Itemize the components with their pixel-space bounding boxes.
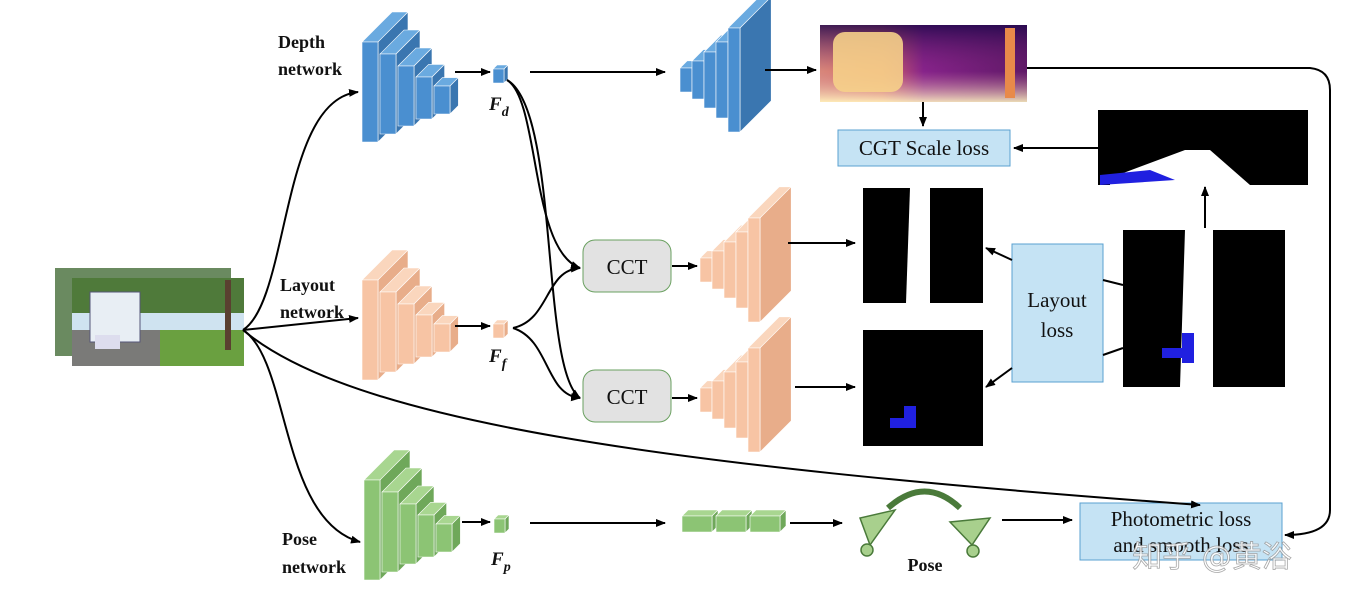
- block: [681, 515, 713, 533]
- block: [399, 503, 417, 565]
- block: [711, 380, 725, 420]
- block: [735, 361, 749, 439]
- block: [433, 85, 451, 115]
- block: [747, 347, 761, 453]
- block: [361, 41, 379, 143]
- block: [747, 217, 761, 323]
- watermark: 知乎 @黄浴: [1132, 540, 1292, 575]
- network-label: Depth: [278, 32, 325, 52]
- block: [715, 41, 729, 119]
- network-label: Layout: [280, 275, 335, 295]
- block: [433, 323, 451, 353]
- cct-box: [582, 369, 672, 423]
- block: [735, 231, 749, 309]
- cct-label: CCT: [607, 385, 648, 409]
- block: [699, 387, 713, 413]
- block: [492, 68, 505, 84]
- network-label: network: [282, 557, 346, 577]
- loss-box: [1011, 243, 1104, 383]
- input-image: [55, 268, 244, 366]
- block: [415, 76, 433, 120]
- block: [691, 60, 705, 100]
- block: [363, 479, 381, 581]
- feature-subscript: d: [502, 105, 510, 120]
- block: [379, 291, 397, 373]
- pose-icon: [858, 488, 992, 558]
- block: [379, 53, 397, 135]
- block: [723, 371, 737, 429]
- feature-label: Fd: [488, 94, 510, 120]
- loss-label: Photometric loss: [1111, 507, 1252, 531]
- block: [723, 241, 737, 299]
- block: [417, 514, 435, 558]
- block: [492, 323, 505, 339]
- block: [397, 303, 415, 365]
- block: [679, 67, 693, 93]
- block: [749, 515, 781, 533]
- feature-symbol: F: [488, 94, 502, 115]
- layout-masks: [863, 188, 1285, 446]
- block: [415, 314, 433, 358]
- loss-box: [837, 129, 1011, 167]
- feature-label: Fp: [490, 549, 511, 575]
- cct-label: CCT: [607, 255, 648, 279]
- block: [361, 279, 379, 381]
- loss-label: Layout: [1027, 288, 1087, 312]
- loss-box: [1079, 502, 1283, 561]
- loss-label: CGT Scale loss: [859, 136, 989, 160]
- loss-label: and smooth loss: [1113, 533, 1248, 557]
- block: [699, 257, 713, 283]
- block: [703, 51, 717, 109]
- block: [727, 27, 741, 133]
- top-view-image: [1098, 110, 1308, 185]
- feature-subscript: p: [503, 560, 511, 575]
- loss-label: loss: [1041, 318, 1074, 342]
- pose-label: Pose: [908, 555, 943, 575]
- block: [493, 518, 506, 534]
- feature-label: Ff: [488, 346, 508, 372]
- block: [381, 491, 399, 573]
- block: [715, 515, 747, 533]
- network-blocks: [361, 0, 792, 581]
- block: [397, 65, 415, 127]
- block: [435, 523, 453, 553]
- depth-map: [820, 25, 1027, 102]
- network-label: network: [278, 59, 342, 79]
- feature-symbol: F: [488, 346, 502, 367]
- feature-subscript: f: [502, 357, 508, 372]
- arrows: [242, 66, 1331, 544]
- cct-box: [582, 239, 672, 293]
- block: [711, 250, 725, 290]
- network-label: network: [280, 302, 344, 322]
- network-label: Pose: [282, 529, 317, 549]
- feature-symbol: F: [490, 549, 504, 570]
